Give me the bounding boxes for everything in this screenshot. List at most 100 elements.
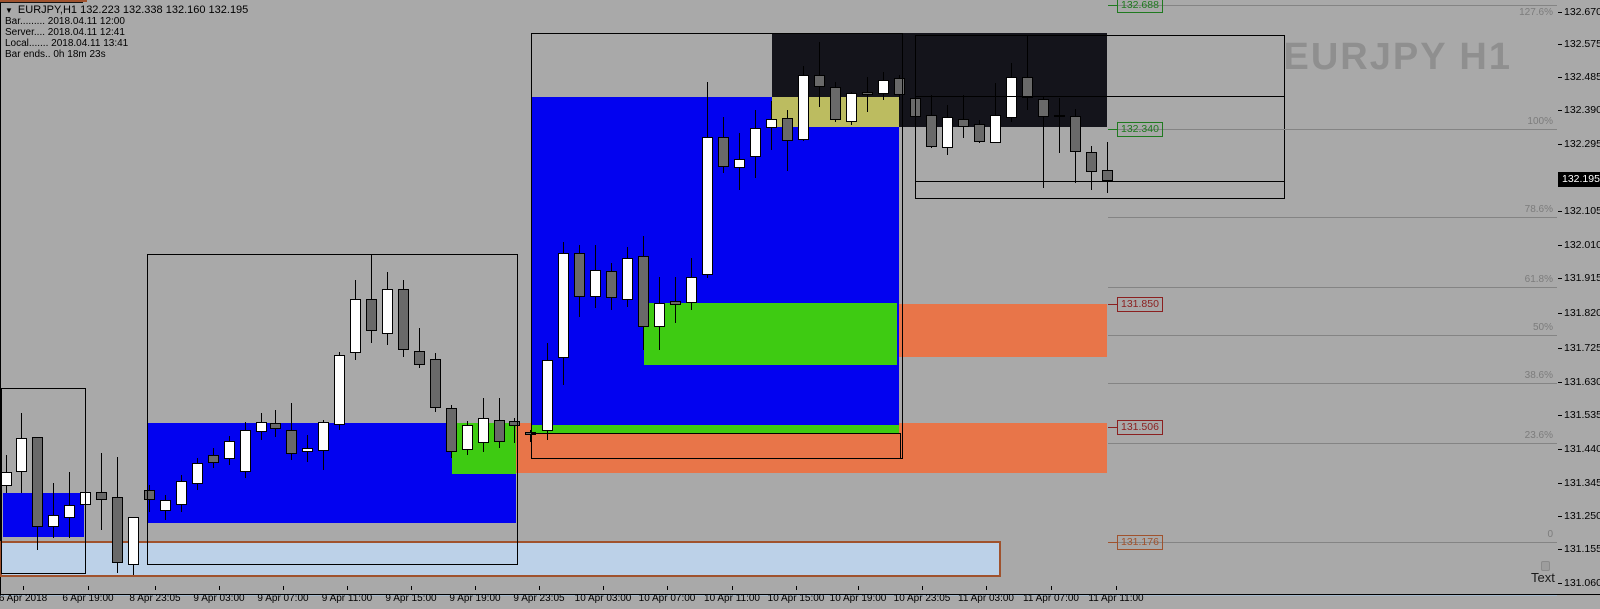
candle-body xyxy=(240,430,251,472)
candle-body xyxy=(366,299,377,331)
price-axis-tick xyxy=(1558,44,1562,45)
candle-body xyxy=(766,119,777,128)
symbol-dropdown-icon[interactable]: ▼ xyxy=(5,5,13,15)
zone-orange-demand-mid xyxy=(897,304,1107,357)
price-axis-label: 131.915 xyxy=(1564,272,1600,284)
time-axis-tick xyxy=(539,586,540,590)
time-axis-label: 10 Apr 19:00 xyxy=(829,593,887,604)
price-axis-label: 131.725 xyxy=(1564,342,1600,354)
candle-wick xyxy=(963,95,964,138)
bar-time-line: Bar......... 2018.04.11 12:00 xyxy=(5,15,125,27)
time-axis-label: 11 Apr 11:00 xyxy=(1088,593,1144,604)
current-price-line xyxy=(0,595,1557,596)
time-axis-label: 9 Apr 23:05 xyxy=(513,593,565,604)
zone-green-strip xyxy=(531,425,899,433)
price-axis-label: 132.295 xyxy=(1564,138,1600,150)
slab-underline xyxy=(0,2,83,3)
time-axis-label: 11 Apr 03:00 xyxy=(958,593,1014,604)
price-axis-label: 131.535 xyxy=(1564,409,1600,421)
candle-body xyxy=(398,289,409,350)
price-object-label[interactable]: 131.506 xyxy=(1117,420,1163,435)
candle-body xyxy=(144,490,155,500)
candle-wick xyxy=(1107,142,1108,193)
price-axis-tick xyxy=(1558,415,1562,416)
candle-body xyxy=(558,253,569,358)
price-axis-label: 132.575 xyxy=(1564,38,1600,50)
candle-body xyxy=(974,124,985,142)
zone-green-zone-mid xyxy=(644,303,897,365)
candle-body xyxy=(96,492,107,500)
text-object-anchor-icon[interactable] xyxy=(1541,561,1550,571)
candle-body xyxy=(32,437,43,527)
text-object[interactable]: Text xyxy=(1531,570,1555,585)
bar-ends-line: Bar ends.. 0h 18m 23s xyxy=(5,48,106,60)
fib-level-label: 127.6% xyxy=(1519,7,1553,18)
candle-body xyxy=(622,258,633,300)
candle-body xyxy=(478,418,489,443)
candle-body xyxy=(494,420,505,442)
price-axis-tick xyxy=(1558,583,1562,584)
price-object-label[interactable]: 131.850 xyxy=(1117,297,1163,312)
price-object-label[interactable]: 132.340 xyxy=(1117,122,1163,137)
fib-level-label: 38.6% xyxy=(1524,370,1553,381)
candle-body xyxy=(462,425,473,450)
fib-line xyxy=(1108,443,1557,444)
candle-wick xyxy=(530,430,531,442)
time-axis-tick xyxy=(155,586,156,590)
time-axis-tick xyxy=(732,586,733,590)
candle-body xyxy=(112,497,123,563)
candle-wick xyxy=(514,418,515,443)
time-axis-label: 10 Apr 07:00 xyxy=(638,593,696,604)
range-box-3 xyxy=(531,33,903,459)
object-label-dash xyxy=(1108,542,1117,543)
object-label-dash xyxy=(1108,5,1117,6)
price-object-label[interactable]: 131.176 xyxy=(1117,535,1163,550)
time-axis-label: 6 Apr 19:00 xyxy=(62,593,114,604)
time-axis-label: 10 Apr 23:05 xyxy=(893,593,951,604)
price-axis-tick xyxy=(1558,348,1562,349)
object-label-dash xyxy=(1108,129,1117,130)
fib-line xyxy=(1108,287,1557,288)
chart-header: ▼ EURJPY,H1 132.223 132.338 132.160 132.… xyxy=(5,4,248,60)
candle-body xyxy=(958,119,969,127)
price-axis-label: 131.630 xyxy=(1564,376,1600,388)
candle-body xyxy=(574,253,585,297)
time-axis-label: 9 Apr 07:00 xyxy=(257,593,309,604)
candle-body xyxy=(878,80,889,94)
candle-body xyxy=(1038,99,1049,117)
server-time-line: Server.... 2018.04.11 12:41 xyxy=(5,26,125,38)
candle-body xyxy=(286,430,297,454)
candle-wick xyxy=(53,483,54,538)
time-axis-label: 9 Apr 03:00 xyxy=(193,593,245,604)
price-axis-tick xyxy=(1558,110,1562,111)
price-axis-label: 131.250 xyxy=(1564,510,1600,522)
candle-body xyxy=(192,463,203,484)
time-axis-label: 10 Apr 03:00 xyxy=(574,593,632,604)
fib-line xyxy=(1108,129,1557,130)
candle-body xyxy=(176,481,187,505)
candle-body xyxy=(926,115,937,147)
candle-wick xyxy=(675,277,676,323)
axis-border-bottom xyxy=(0,594,1600,595)
fib-line xyxy=(1108,217,1557,218)
price-object-label[interactable]: 132.688 xyxy=(1117,0,1163,13)
price-axis-label: 132.670 xyxy=(1564,6,1600,18)
fib-level-label: 23.6% xyxy=(1524,430,1553,441)
candle-body xyxy=(64,505,75,518)
time-axis-tick xyxy=(23,586,24,590)
time-axis-label: 11 Apr 07:00 xyxy=(1023,593,1079,604)
price-axis-label: 132.010 xyxy=(1564,239,1600,251)
fib-level-label: 61.8% xyxy=(1524,274,1553,285)
candle-body xyxy=(1070,116,1081,152)
candle-body xyxy=(862,92,873,95)
range-box-1 xyxy=(1,388,86,574)
candle-body xyxy=(382,289,393,334)
candle-body xyxy=(48,515,59,527)
symbol-ohlc-line: EURJPY,H1 132.223 132.338 132.160 132.19… xyxy=(17,4,249,16)
candle-body xyxy=(814,75,825,87)
price-axis-label: 131.060 xyxy=(1564,577,1600,589)
fib-line xyxy=(1108,542,1557,543)
price-axis-tick xyxy=(1558,77,1562,78)
